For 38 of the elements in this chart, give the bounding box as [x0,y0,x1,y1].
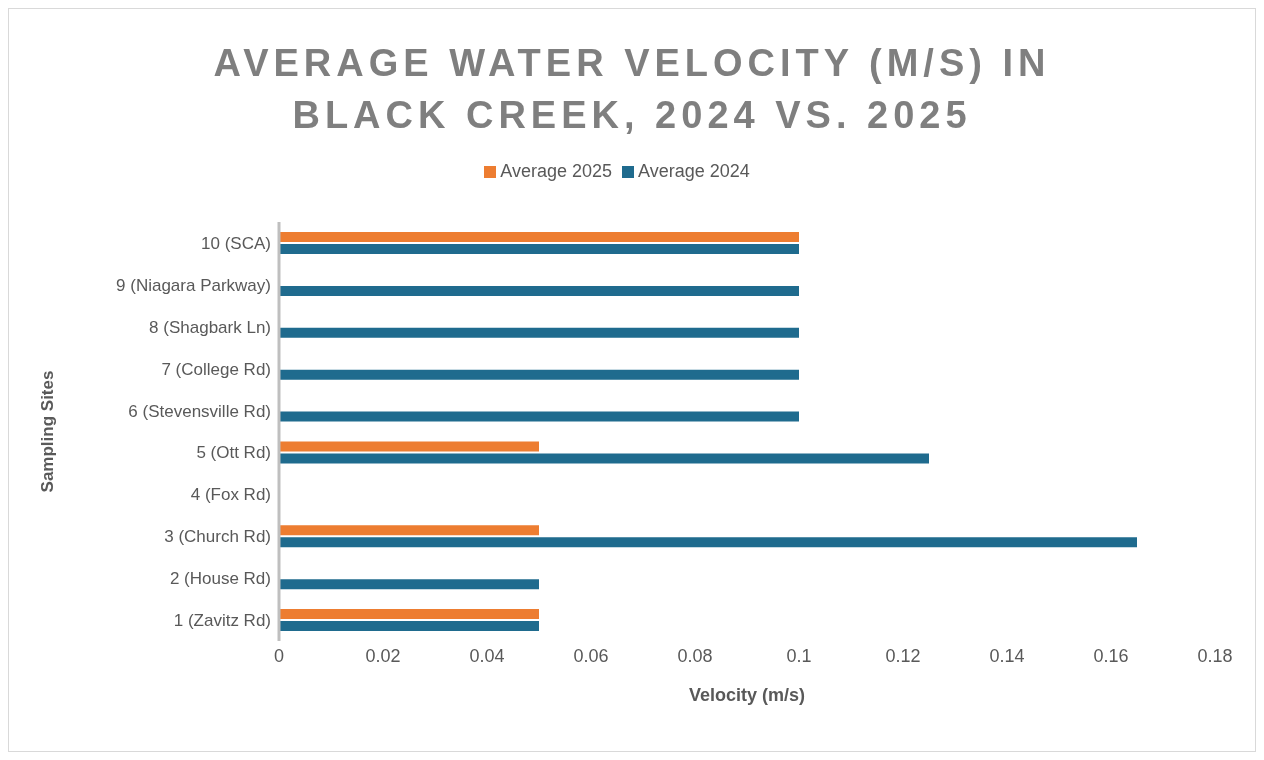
x-tick-label: 0.06 [573,645,609,666]
bar [279,609,539,620]
x-tick-label: 0.18 [1197,645,1233,666]
bar [279,244,799,254]
y-tick-label: 3 (Church Rd) [164,527,271,547]
bar [279,453,929,464]
bar [279,327,799,338]
y-axis-title: Sampling Sites [38,370,58,493]
bar [279,285,799,296]
bar [279,232,799,242]
x-tick-label: 0.12 [885,645,921,666]
y-tick-label: 2 (House Rd) [169,569,271,589]
y-tick-label: 9 (Niagara Parkway) [116,275,271,295]
bar [279,621,539,632]
y-tick-label: 7 (College Rd) [161,359,271,379]
y-tick-label: 10 (SCA) [201,233,271,253]
y-tick-label: 4 (Fox Rd) [190,485,271,505]
y-tick-label: 5 (Ott Rd) [196,443,271,463]
bar [279,579,539,590]
y-tick-label: 8 (Shagbark Ln) [149,317,271,337]
x-tick-label: 0.04 [469,645,505,666]
x-tick-label: 0.08 [677,645,713,666]
bar [279,411,799,422]
chart-title: AVERAGE WATER VELOCITY (M/S) IN BLACK CREEK, 2024 VS. 2025 [212,41,1052,138]
x-tick-label: 0.02 [365,645,401,666]
bar [279,369,799,380]
x-tick-label: 0.1 [786,645,812,666]
x-axis-title: Velocity (m/s) [688,685,806,705]
legend-label: Average 2024 [638,161,750,181]
y-tick-label: 6 (Stevensville Rd) [128,401,271,421]
bar [279,441,539,452]
legend-label: Average 2025 [500,161,612,181]
x-tick-label: 0 [273,645,285,666]
x-tick-label: 0.16 [1093,645,1129,666]
y-tick-label: 1 (Zavitz Rd) [173,611,271,631]
bar [279,525,539,536]
x-tick-label: 0.14 [989,645,1025,666]
bar [279,537,1137,548]
